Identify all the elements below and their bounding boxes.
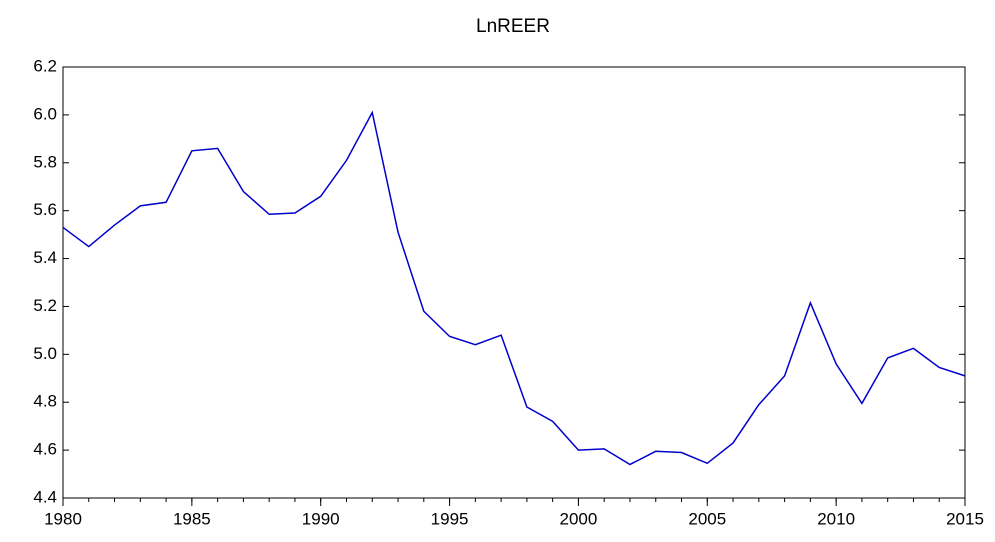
x-tick-label: 1985: [173, 509, 211, 528]
y-tick-label: 4.6: [33, 440, 57, 459]
chart-title: LnREER: [476, 16, 550, 37]
y-tick-label: 5.8: [33, 152, 57, 171]
x-tick-label: 2015: [946, 509, 984, 528]
y-tick-label: 6.0: [33, 104, 57, 123]
x-tick-label: 2005: [688, 509, 726, 528]
y-tick-label: 6.2: [33, 56, 57, 75]
y-tick-label: 4.8: [33, 392, 57, 411]
y-tick-label: 5.6: [33, 200, 57, 219]
x-tick-label: 2010: [817, 509, 855, 528]
y-tick-label: 5.4: [33, 248, 57, 267]
x-tick-label: 2000: [560, 509, 598, 528]
y-tick-label: 4.4: [33, 487, 57, 506]
y-tick-label: 5.0: [33, 344, 57, 363]
x-tick-label: 1995: [431, 509, 469, 528]
plot-frame: [62, 66, 966, 499]
line: [62, 110, 966, 466]
y-tick-label: 5.2: [33, 296, 57, 315]
x-tick-label: 1990: [302, 509, 340, 528]
x-tick-label: 1980: [44, 509, 82, 528]
